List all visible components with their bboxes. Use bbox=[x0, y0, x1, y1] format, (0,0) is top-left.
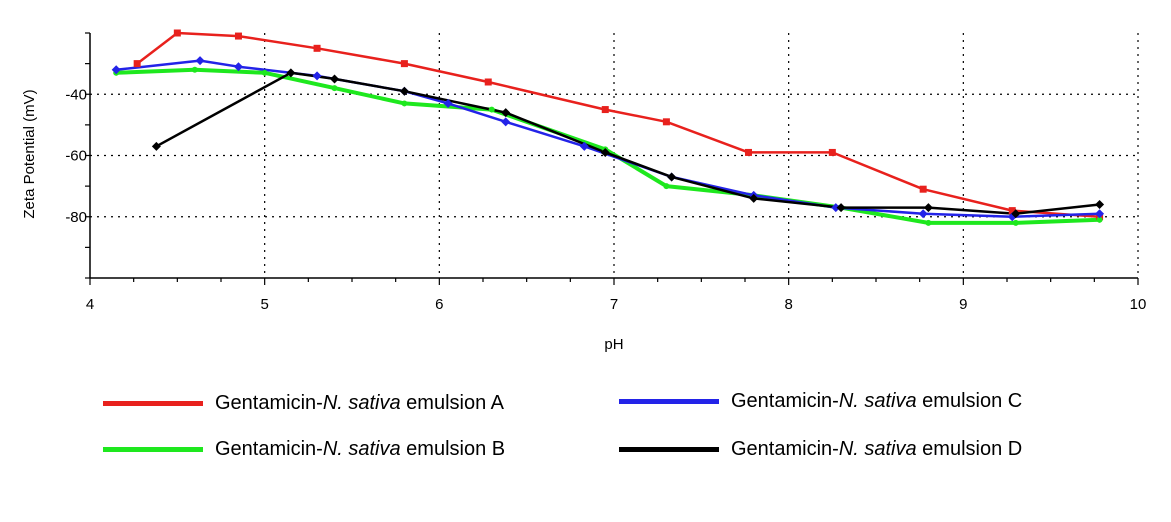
data-point-c bbox=[501, 117, 511, 127]
x-tick-label: 7 bbox=[610, 296, 618, 313]
y-tick-label: -40 bbox=[65, 86, 87, 103]
data-point-a bbox=[828, 148, 836, 156]
grid bbox=[90, 33, 1139, 278]
data-point-b bbox=[663, 183, 670, 190]
data-point-d bbox=[286, 68, 296, 78]
data-point-d bbox=[399, 86, 409, 96]
data-point-a bbox=[601, 106, 609, 114]
data-point-b bbox=[191, 66, 198, 73]
x-tick-label: 6 bbox=[435, 296, 443, 313]
data-point-c bbox=[195, 56, 205, 66]
data-point-a bbox=[234, 32, 242, 40]
series-line-b bbox=[116, 67, 1100, 225]
data-point-d bbox=[1095, 200, 1105, 209]
data-point-c bbox=[443, 98, 453, 108]
x-tick-label: 10 bbox=[1130, 296, 1147, 313]
data-point-d bbox=[667, 172, 677, 182]
series-markers bbox=[111, 29, 1105, 226]
x-tick-label: 9 bbox=[959, 296, 967, 313]
x-tick-label: 8 bbox=[784, 296, 792, 313]
y-tick-label: -80 bbox=[65, 209, 87, 226]
data-point-b bbox=[1012, 219, 1019, 226]
x-tick-label: 4 bbox=[86, 296, 94, 313]
data-point-c bbox=[233, 62, 243, 72]
data-point-a bbox=[662, 118, 670, 126]
data-point-d bbox=[749, 193, 759, 203]
data-point-c bbox=[579, 141, 589, 151]
data-point-d bbox=[151, 141, 161, 151]
data-point-c bbox=[831, 203, 841, 213]
data-point-b bbox=[261, 69, 268, 76]
y-tick-label: -60 bbox=[65, 148, 87, 165]
data-point-a bbox=[313, 44, 321, 52]
data-point-d bbox=[501, 108, 511, 118]
data-point-c bbox=[918, 209, 928, 219]
data-point-a bbox=[484, 78, 492, 86]
series-line-c bbox=[116, 59, 1100, 219]
data-point-a bbox=[1008, 207, 1016, 215]
y-axis-title: Zeta Potential (mV) bbox=[21, 89, 38, 218]
data-point-a bbox=[133, 60, 141, 68]
data-point-d bbox=[923, 203, 933, 213]
data-point-a bbox=[173, 29, 181, 37]
data-point-d bbox=[1011, 209, 1021, 219]
data-point-d bbox=[836, 203, 846, 213]
axes: 4 5 6 7 8 9 10 -40 -60 -80 bbox=[65, 32, 1147, 313]
series-lines bbox=[116, 31, 1100, 225]
data-point-c bbox=[111, 65, 121, 75]
data-point-d bbox=[600, 147, 610, 157]
x-tick-label: 5 bbox=[260, 296, 268, 313]
data-point-c bbox=[1095, 209, 1105, 219]
data-point-b bbox=[925, 219, 932, 226]
data-point-d bbox=[330, 74, 340, 84]
data-point-b bbox=[401, 100, 408, 107]
data-point-a bbox=[744, 148, 752, 156]
data-point-b bbox=[488, 106, 495, 113]
data-point-b bbox=[331, 85, 338, 92]
x-axis-title: pH bbox=[604, 336, 623, 353]
data-point-b bbox=[1096, 216, 1103, 223]
series-line-d bbox=[155, 71, 1100, 215]
data-point-a bbox=[919, 185, 927, 193]
data-point-c bbox=[312, 71, 322, 81]
data-point-a bbox=[400, 60, 408, 68]
series-line-a bbox=[136, 31, 1100, 219]
